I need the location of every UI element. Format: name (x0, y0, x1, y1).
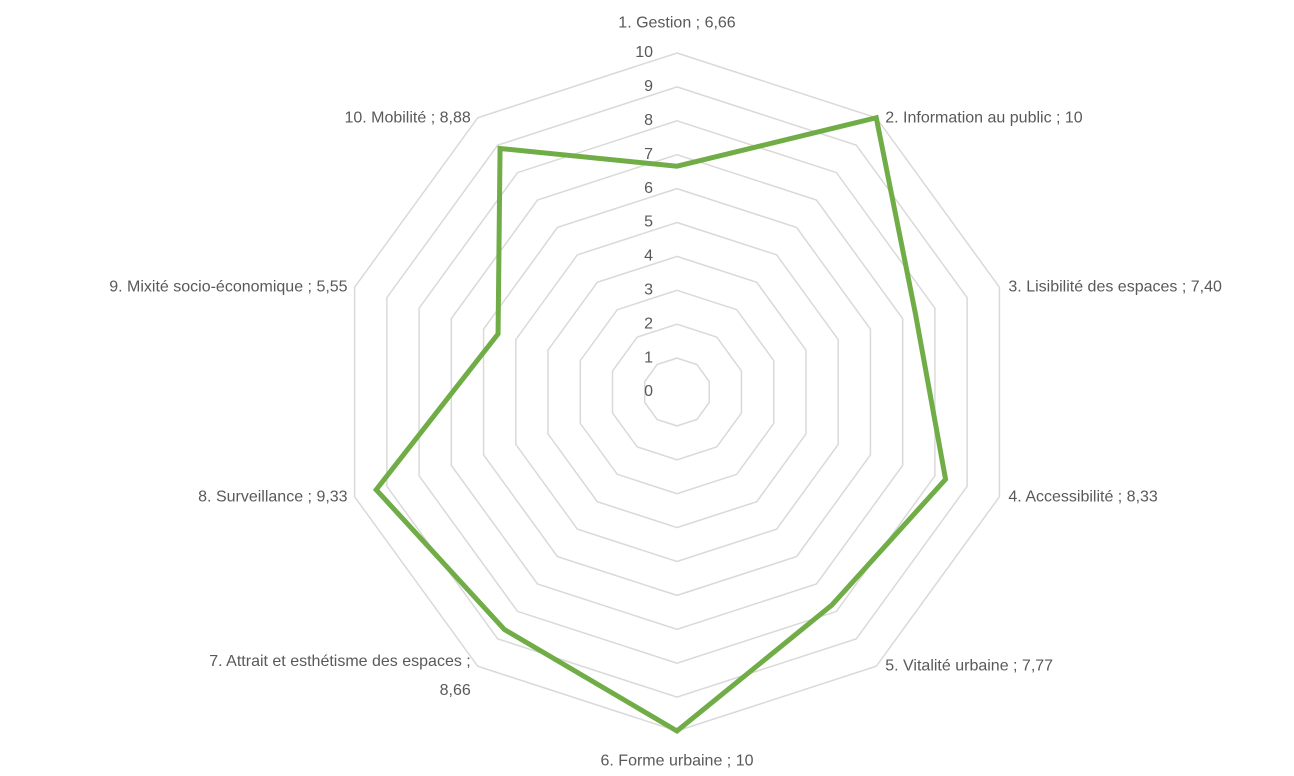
r-tick-label: 1 (644, 349, 653, 366)
category-label: 7. Attrait et esthétisme des espaces ; 8… (209, 653, 471, 700)
category-label: 3. Lisibilité des espaces ; 7,40 (1008, 278, 1222, 296)
grid-ring (386, 86, 968, 698)
grid-ring (515, 221, 839, 563)
r-tick-label: 6 (644, 180, 653, 197)
r-tick-label: 5 (644, 214, 653, 231)
grid-ring (644, 357, 710, 427)
grid-ring (482, 187, 872, 597)
grid-ring (450, 153, 904, 631)
data-line (372, 114, 949, 735)
category-label: 2. Information au public ; 10 (885, 109, 1083, 127)
r-tick-label: 4 (644, 248, 653, 265)
grid-ring (611, 323, 743, 461)
category-label: 8. Surveillance ; 9,33 (198, 488, 348, 506)
category-label: 1. Gestion ; 6,66 (618, 14, 736, 32)
grid-ring (418, 120, 936, 664)
grid-ring (579, 289, 775, 495)
category-label: 5. Vitalité urbaine ; 7,77 (885, 657, 1054, 675)
r-tick-label: 0 (644, 383, 653, 400)
r-tick-label: 10 (635, 44, 653, 61)
category-label: 9. Mixité socio-économique ; 5,55 (109, 278, 348, 296)
grid-ring (547, 255, 807, 529)
category-label: 4. Accessibilité ; 8,33 (1008, 488, 1158, 506)
category-label: 6. Forme urbaine ; 10 (600, 752, 754, 770)
r-tick-label: 3 (644, 282, 653, 299)
r-tick-label: 7 (644, 146, 653, 163)
category-label: 10. Mobilité ; 8,88 (344, 109, 471, 127)
r-tick-label: 9 (644, 78, 653, 95)
r-tick-label: 8 (644, 112, 653, 129)
r-tick-label: 2 (644, 315, 653, 332)
